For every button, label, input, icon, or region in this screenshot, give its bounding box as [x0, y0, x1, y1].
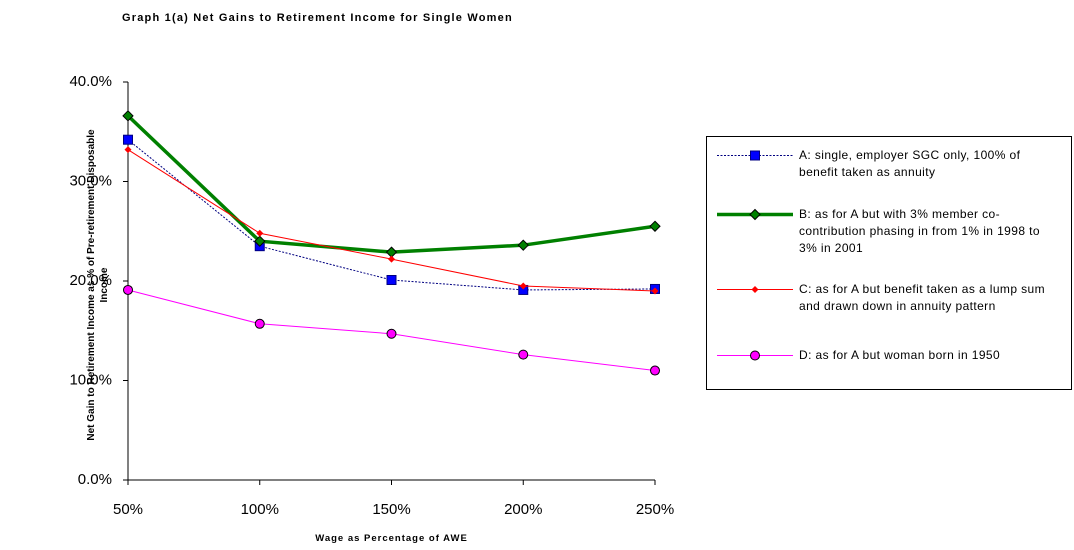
marker: [517, 239, 529, 251]
marker: [386, 328, 397, 339]
legend-swatch: [717, 286, 793, 293]
marker: [254, 318, 265, 329]
chart-title: Graph 1(a) Net Gains to Retirement Incom…: [122, 12, 513, 24]
x-tick-label: 100%: [241, 501, 279, 518]
legend-entry: C: as for A but benefit taken as a lump …: [715, 281, 1065, 315]
marker: [254, 235, 266, 247]
legend-swatch: [717, 350, 793, 361]
series-line: [126, 114, 656, 254]
y-tick-label: 20.0%: [69, 272, 112, 289]
marker: [388, 255, 395, 263]
y-tick-label: 10.0%: [69, 371, 112, 388]
marker: [386, 275, 397, 286]
marker: [750, 350, 760, 361]
marker: [124, 146, 132, 154]
marker: [123, 134, 133, 145]
legend-label: B: as for A but with 3% member co-contri…: [799, 207, 1040, 255]
series-line: [127, 139, 656, 291]
x-tick-label: 50%: [113, 501, 143, 518]
legend-label: C: as for A but benefit taken as a lump …: [799, 282, 1045, 313]
marker: [749, 208, 761, 221]
legend-entry: A: single, employer SGC only, 100% of be…: [715, 147, 1065, 181]
x-tick-label: 150%: [372, 501, 410, 518]
x-tick-label: 250%: [636, 501, 674, 518]
legend-label: D: as for A but woman born in 1950: [799, 348, 1001, 362]
marker: [518, 349, 529, 360]
marker: [122, 110, 134, 122]
legend-swatch: [717, 208, 793, 221]
y-tick-label: 0.0%: [78, 471, 112, 488]
legend-label: A: single, employer SGC only, 100% of be…: [799, 148, 1021, 179]
y-tick-label: 30.0%: [69, 172, 112, 189]
marker: [651, 287, 659, 295]
legend-swatch: [717, 150, 793, 161]
marker: [123, 284, 133, 295]
legend-entry: D: as for A but woman born in 1950: [715, 347, 1065, 364]
series-line: [127, 149, 656, 292]
y-tick-label: 40.0%: [69, 73, 112, 90]
marker: [649, 220, 661, 232]
legend: A: single, employer SGC only, 100% of be…: [706, 136, 1072, 390]
y-axis-label: Net Gain to Retirement Income as % of Pr…: [86, 129, 110, 441]
x-tick-label: 200%: [504, 501, 542, 518]
marker: [256, 229, 264, 237]
legend-entry: B: as for A but with 3% member co-contri…: [715, 206, 1065, 257]
x-axis-label: Wage as Percentage of AWE: [315, 533, 468, 544]
marker: [519, 282, 527, 290]
marker: [750, 150, 760, 161]
marker: [650, 365, 660, 376]
marker: [751, 286, 759, 293]
